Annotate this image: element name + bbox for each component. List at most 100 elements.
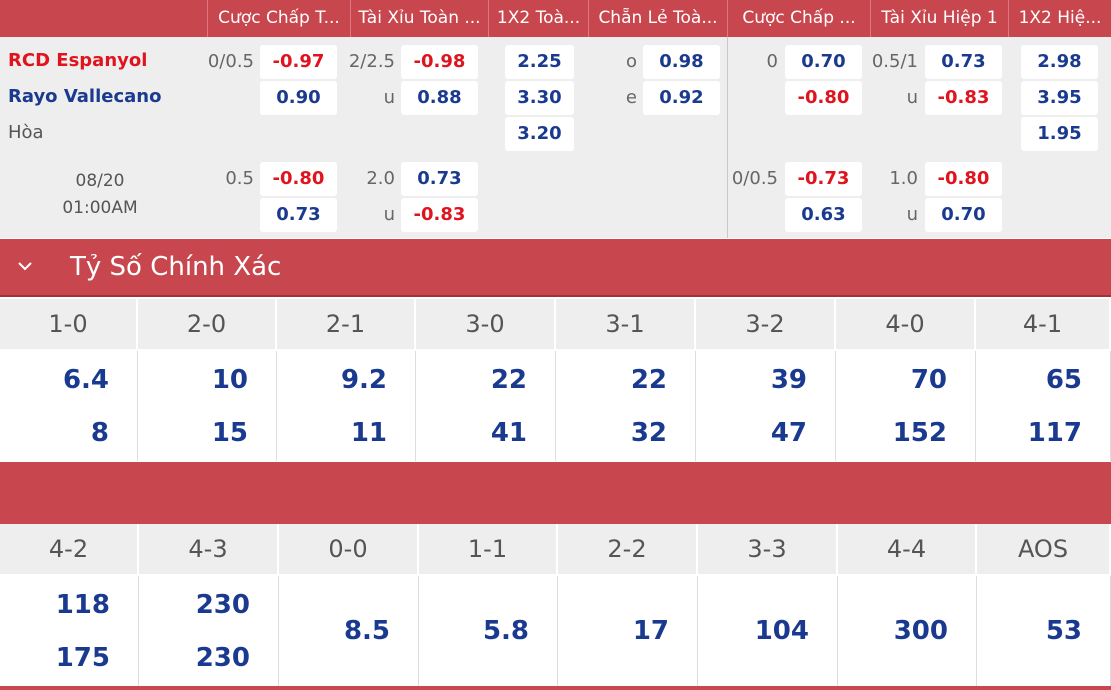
ft-alt-handicap-away-odds[interactable]: 0.73 xyxy=(260,198,337,232)
score-odds-cell[interactable]: 5.8 xyxy=(419,576,558,686)
col-header-ft-odd-even[interactable]: Chẵn Lẻ Toà... xyxy=(588,0,727,37)
score-odds-cell[interactable]: 118 175 xyxy=(0,576,139,686)
home-team-name: RCD Espanyol xyxy=(8,50,148,71)
h1-alt-handicap-away-odds[interactable]: 0.63 xyxy=(785,198,862,232)
ft-alt-ou-under-label: u xyxy=(383,204,395,225)
score-odds-cell[interactable]: 8.5 xyxy=(279,576,419,686)
score-header: 4-3 xyxy=(139,524,279,574)
score-header: 4-1 xyxy=(976,299,1111,349)
score-odds-away[interactable]: 117 xyxy=(1027,418,1082,448)
col-header-h1-handicap[interactable]: Cược Chấp ... xyxy=(727,0,870,37)
score-odds-cell[interactable]: 65 117 xyxy=(976,351,1111,461)
ft-alt-handicap-home-odds[interactable]: -0.80 xyxy=(260,162,337,196)
ft-handicap-away-odds[interactable]: 0.90 xyxy=(260,81,337,115)
h1-handicap-home-odds[interactable]: 0.70 xyxy=(785,45,862,79)
score-odds[interactable]: 104 xyxy=(754,616,809,646)
away-team-name: Rayo Vallecano xyxy=(8,86,162,107)
ft-alt-over-odds[interactable]: 0.73 xyxy=(401,162,478,196)
score-odds-cell[interactable]: 22 41 xyxy=(416,351,556,461)
ft-1x2-draw-odds[interactable]: 3.20 xyxy=(505,117,574,151)
score-odds-away[interactable]: 8 xyxy=(90,418,109,448)
h1-1x2-home-odds[interactable]: 2.98 xyxy=(1021,45,1098,79)
ft-1x2-away-odds[interactable]: 3.30 xyxy=(505,81,574,115)
section-title: Tỷ Số Chính Xác xyxy=(70,252,282,282)
score-odds-home[interactable]: 22 xyxy=(490,365,527,395)
score-odds-away[interactable]: 152 xyxy=(892,418,947,448)
h1-alt-handicap-home-odds[interactable]: -0.73 xyxy=(785,162,862,196)
score-odds-away[interactable]: 11 xyxy=(350,418,387,448)
ft-even-odds[interactable]: 0.92 xyxy=(643,81,720,115)
score-odds-home[interactable]: 9.2 xyxy=(340,365,387,395)
ft-alt-handicap-line: 0.5 xyxy=(225,168,254,189)
ft-under-odds[interactable]: 0.88 xyxy=(401,81,478,115)
score-header: 0-0 xyxy=(279,524,419,574)
h1-under-odds[interactable]: -0.83 xyxy=(925,81,1002,115)
score-header: 2-2 xyxy=(558,524,698,574)
score-odds-home[interactable]: 70 xyxy=(910,365,947,395)
score-odds-cell[interactable]: 230 230 xyxy=(139,576,279,686)
score-header: 2-0 xyxy=(138,299,277,349)
score-header: 4-0 xyxy=(836,299,976,349)
score-odds-home[interactable]: 22 xyxy=(630,365,667,395)
score-odds-cell[interactable]: 39 47 xyxy=(696,351,836,461)
score-odds[interactable]: 300 xyxy=(893,616,948,646)
score-odds-away[interactable]: 41 xyxy=(490,418,527,448)
score-odds-away[interactable]: 175 xyxy=(55,643,110,673)
score-odds-cell[interactable]: 300 xyxy=(838,576,977,686)
score-odds[interactable]: 5.8 xyxy=(482,616,529,646)
col-header-ft-handicap[interactable]: Cược Chấp T... xyxy=(207,0,350,37)
score-odds-home[interactable]: 230 xyxy=(195,590,250,620)
chevron-down-icon[interactable] xyxy=(10,251,40,281)
score-odds-home[interactable]: 10 xyxy=(211,365,248,395)
col-header-h1-1x2[interactable]: 1X2 Hiệ... xyxy=(1008,0,1111,37)
score-header: 1-0 xyxy=(0,299,138,349)
score-header: 4-4 xyxy=(838,524,977,574)
odd-label: o xyxy=(625,51,637,72)
score-odds-cell[interactable]: 9.2 11 xyxy=(277,351,416,461)
h1-alt-over-odds[interactable]: -0.80 xyxy=(925,162,1002,196)
h1-handicap-away-odds[interactable]: -0.80 xyxy=(785,81,862,115)
kickoff-time: 08/20 01:00AM xyxy=(40,168,160,222)
score-odds-away[interactable]: 47 xyxy=(770,418,807,448)
score-odds-cell[interactable]: 22 32 xyxy=(556,351,696,461)
score-odds-away[interactable]: 15 xyxy=(211,418,248,448)
score-odds[interactable]: 53 xyxy=(1045,616,1082,646)
ft-alt-under-odds[interactable]: -0.83 xyxy=(401,198,478,232)
ft-handicap-home-odds[interactable]: -0.97 xyxy=(260,45,337,79)
ft-alt-ou-line: 2.0 xyxy=(366,168,395,189)
correct-score-section-header[interactable]: Tỷ Số Chính Xác xyxy=(0,239,1111,297)
score-odds-cell[interactable]: 104 xyxy=(698,576,838,686)
h1-over-odds[interactable]: 0.73 xyxy=(925,45,1002,79)
ft-over-odds[interactable]: -0.98 xyxy=(401,45,478,79)
score-header: 3-3 xyxy=(698,524,838,574)
score-odds-away[interactable]: 230 xyxy=(195,643,250,673)
h1-alt-ou-under-label: u xyxy=(906,204,918,225)
score-odds[interactable]: 8.5 xyxy=(343,616,390,646)
col-header-ft-1x2[interactable]: 1X2 Toà... xyxy=(488,0,588,37)
col-header-h1-over-under[interactable]: Tài Xỉu Hiệp 1 xyxy=(870,0,1008,37)
h1-1x2-away-odds[interactable]: 3.95 xyxy=(1021,81,1098,115)
score-odds-away[interactable]: 32 xyxy=(630,418,667,448)
h1-ou-line: 0.5/1 xyxy=(871,51,918,72)
score-odds-cell[interactable]: 53 xyxy=(977,576,1111,686)
score-header: 4-2 xyxy=(0,524,139,574)
score-odds[interactable]: 17 xyxy=(632,616,669,646)
col-header-ft-over-under[interactable]: Tài Xỉu Toàn ... xyxy=(350,0,488,37)
score-odds-home[interactable]: 6.4 xyxy=(62,365,109,395)
ft-ou-line: 2/2.5 xyxy=(348,51,395,72)
h1-1x2-draw-odds[interactable]: 1.95 xyxy=(1021,117,1098,151)
score-odds-cell[interactable]: 70 152 xyxy=(836,351,976,461)
odds-panel: Cược Chấp T... Tài Xỉu Toàn ... 1X2 Toà.… xyxy=(0,0,1111,238)
score-odds-cell[interactable]: 10 15 xyxy=(138,351,277,461)
score-odds-cell[interactable]: 6.4 8 xyxy=(0,351,138,461)
score-odds-home[interactable]: 118 xyxy=(55,590,110,620)
ft-odd-odds[interactable]: 0.98 xyxy=(643,45,720,79)
score-odds-cell[interactable]: 17 xyxy=(558,576,698,686)
score-odds-home[interactable]: 39 xyxy=(770,365,807,395)
h1-handicap-line: 0 xyxy=(766,51,778,72)
score-header: AOS xyxy=(977,524,1111,574)
score-header: 1-1 xyxy=(419,524,558,574)
score-odds-home[interactable]: 65 xyxy=(1045,365,1082,395)
h1-alt-under-odds[interactable]: 0.70 xyxy=(925,198,1002,232)
ft-1x2-home-odds[interactable]: 2.25 xyxy=(505,45,574,79)
